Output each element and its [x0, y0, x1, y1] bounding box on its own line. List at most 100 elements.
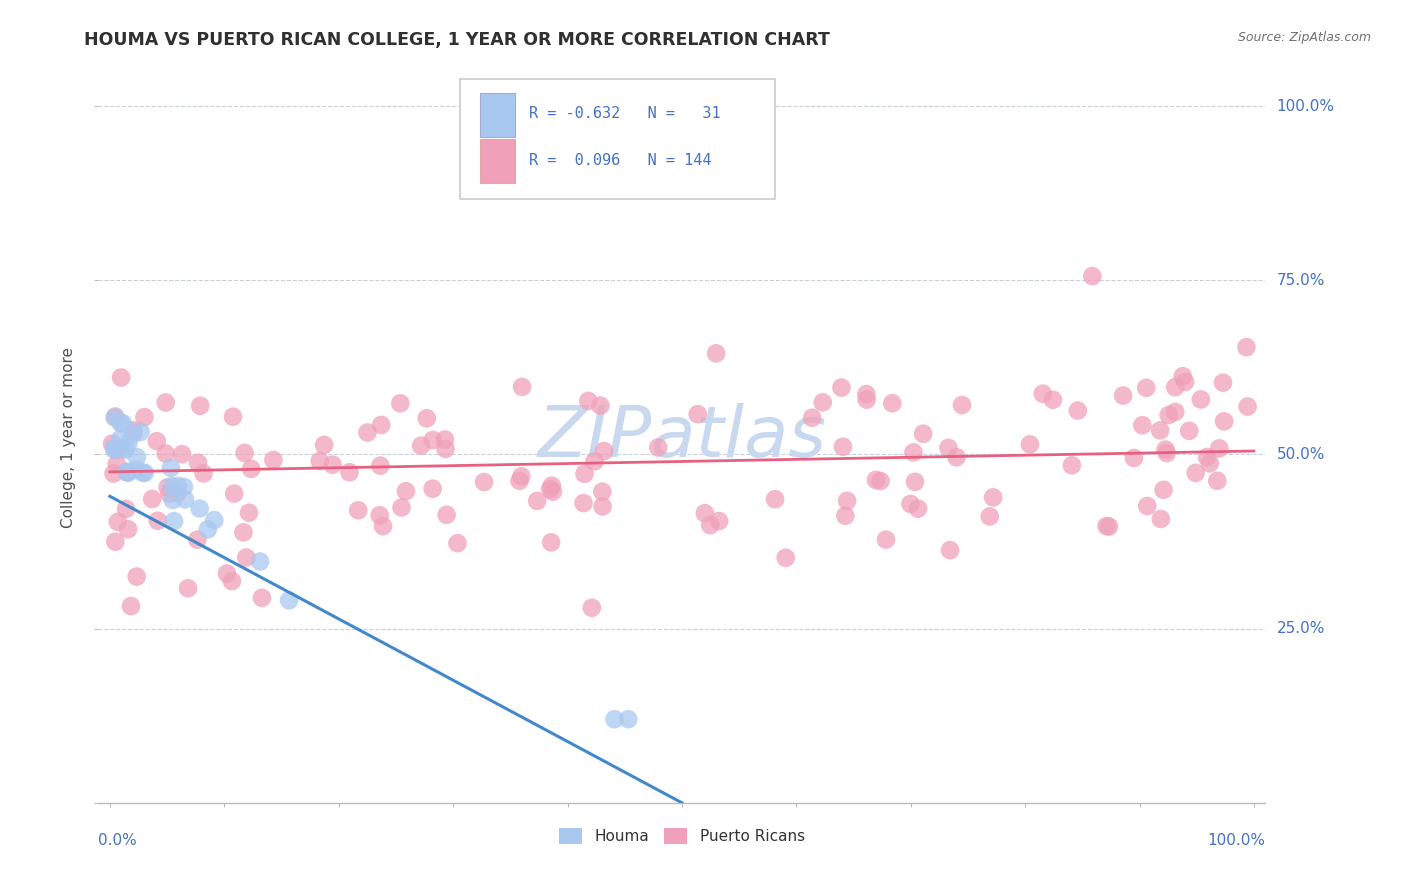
- Point: [163, 514, 186, 528]
- Point: [647, 441, 669, 455]
- Point: [166, 486, 188, 500]
- Point: [177, 581, 200, 595]
- Point: [1019, 437, 1042, 451]
- Point: [1236, 340, 1258, 354]
- Point: [101, 436, 124, 450]
- Point: [945, 450, 967, 465]
- Point: [125, 463, 148, 477]
- Point: [1164, 380, 1187, 394]
- Point: [1178, 424, 1201, 438]
- Point: [855, 392, 877, 407]
- Point: [1042, 392, 1064, 407]
- Point: [117, 522, 139, 536]
- Point: [591, 484, 613, 499]
- Point: [541, 484, 564, 499]
- Point: [114, 442, 136, 457]
- Point: [160, 460, 183, 475]
- Point: [1198, 456, 1220, 470]
- Point: [1130, 418, 1153, 433]
- Text: 100.0%: 100.0%: [1277, 99, 1334, 113]
- Point: [1212, 376, 1234, 390]
- Point: [224, 486, 246, 500]
- Point: [125, 450, 148, 465]
- Point: [1060, 458, 1083, 473]
- Point: [1189, 392, 1212, 407]
- Point: [134, 410, 156, 425]
- Point: [1184, 466, 1206, 480]
- Point: [1098, 519, 1121, 533]
- Point: [347, 503, 370, 517]
- Point: [411, 439, 433, 453]
- Point: [103, 441, 125, 455]
- Point: [538, 482, 561, 496]
- Point: [103, 442, 125, 457]
- Point: [115, 466, 138, 480]
- Point: [617, 712, 640, 726]
- Point: [855, 387, 877, 401]
- Point: [262, 453, 284, 467]
- Point: [939, 543, 962, 558]
- Text: R = -0.632   N =   31: R = -0.632 N = 31: [529, 106, 721, 121]
- Point: [250, 591, 273, 605]
- Point: [693, 506, 716, 520]
- Point: [1208, 442, 1230, 456]
- Point: [763, 492, 786, 507]
- Point: [162, 493, 184, 508]
- Point: [510, 469, 533, 483]
- Text: HOUMA VS PUERTO RICAN COLLEGE, 1 YEAR OR MORE CORRELATION CHART: HOUMA VS PUERTO RICAN COLLEGE, 1 YEAR OR…: [84, 31, 830, 49]
- Point: [370, 417, 392, 432]
- Point: [322, 458, 344, 472]
- Point: [704, 346, 727, 360]
- Point: [122, 423, 145, 437]
- Point: [526, 494, 548, 508]
- Text: R =  0.096   N = 144: R = 0.096 N = 144: [529, 153, 711, 168]
- Point: [249, 554, 271, 568]
- Point: [110, 370, 132, 384]
- Point: [221, 574, 243, 588]
- Point: [110, 416, 132, 430]
- Point: [186, 533, 208, 547]
- Point: [339, 465, 361, 479]
- Point: [593, 444, 616, 458]
- Point: [433, 433, 456, 447]
- Point: [950, 398, 973, 412]
- Point: [592, 500, 614, 514]
- Point: [907, 501, 929, 516]
- Point: [1195, 450, 1218, 464]
- Point: [1206, 474, 1229, 488]
- Point: [278, 593, 301, 607]
- Point: [811, 395, 834, 409]
- Point: [174, 492, 197, 507]
- Point: [979, 509, 1001, 524]
- Point: [391, 500, 413, 515]
- Point: [155, 395, 177, 409]
- Point: [472, 475, 495, 489]
- Point: [188, 501, 211, 516]
- Text: 75.0%: 75.0%: [1277, 273, 1324, 288]
- Point: [117, 436, 139, 450]
- Point: [686, 407, 709, 421]
- Point: [1136, 499, 1159, 513]
- Point: [122, 426, 145, 441]
- Point: [129, 425, 152, 439]
- Point: [232, 525, 254, 540]
- Point: [416, 411, 439, 425]
- Point: [1157, 408, 1180, 422]
- Point: [157, 486, 180, 500]
- Point: [938, 441, 960, 455]
- Point: [193, 467, 215, 481]
- Point: [1156, 446, 1178, 460]
- Point: [875, 533, 897, 547]
- Point: [240, 462, 263, 476]
- Point: [173, 480, 195, 494]
- Point: [166, 479, 188, 493]
- Point: [1154, 442, 1177, 457]
- Point: [356, 425, 378, 440]
- Point: [155, 446, 177, 460]
- Point: [1153, 483, 1175, 497]
- Point: [117, 466, 139, 480]
- Point: [865, 473, 887, 487]
- Point: [187, 456, 209, 470]
- Point: [104, 409, 127, 424]
- Point: [132, 466, 155, 480]
